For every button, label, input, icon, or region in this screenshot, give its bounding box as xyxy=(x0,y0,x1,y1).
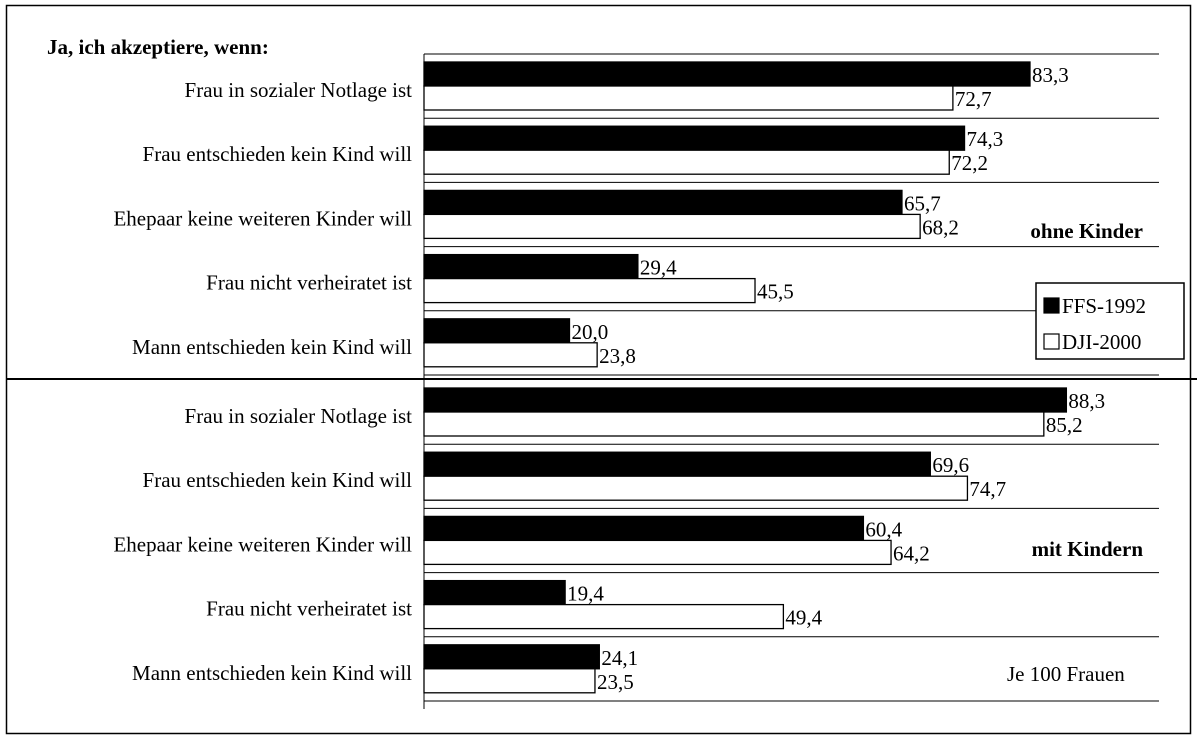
bar-dji-2000 xyxy=(423,213,921,240)
bar-ffs-1992 xyxy=(423,451,931,477)
data-label: 65,7 xyxy=(904,191,941,215)
category-label: Frau entschieden kein Kind will xyxy=(143,142,413,166)
bar-dji-2000 xyxy=(423,411,1045,437)
bar-ffs-1992 xyxy=(423,579,566,606)
data-label: 83,3 xyxy=(1032,63,1069,87)
legend-box xyxy=(1035,282,1185,360)
data-label: 72,2 xyxy=(951,151,988,175)
data-label: 29,4 xyxy=(640,256,677,280)
bar-ffs-1992 xyxy=(423,644,600,670)
group-label: ohne Kinder xyxy=(1030,219,1143,243)
legend-swatch xyxy=(1043,333,1060,350)
data-label: 64,2 xyxy=(893,541,930,565)
bar-dji-2000 xyxy=(423,539,892,566)
bar-dji-2000 xyxy=(423,149,950,175)
data-label: 45,5 xyxy=(757,280,794,304)
chart-heading: Ja, ich akzeptiere, wenn: xyxy=(47,35,269,59)
bar-dji-2000 xyxy=(423,475,969,501)
bar-ffs-1992 xyxy=(423,515,865,542)
category-label: Frau in sozialer Notlage ist xyxy=(185,78,413,102)
group-label: mit Kindern xyxy=(1032,537,1144,561)
data-label: 74,7 xyxy=(969,477,1006,501)
category-label: Frau entschieden kein Kind will xyxy=(143,468,413,492)
data-label: 19,4 xyxy=(567,582,604,606)
category-label: Frau in sozialer Notlage ist xyxy=(185,404,413,428)
data-label: 20,0 xyxy=(571,320,608,344)
bar-dji-2000 xyxy=(423,277,756,304)
data-label: 69,6 xyxy=(932,453,969,477)
category-label: Ehepaar keine weiteren Kinder will xyxy=(113,206,412,230)
bar-dji-2000 xyxy=(423,85,954,111)
category-label: Mann entschieden kein Kind will xyxy=(132,661,412,685)
data-label: 23,5 xyxy=(597,670,634,694)
data-label: 60,4 xyxy=(865,517,902,541)
bar-dji-2000 xyxy=(423,342,598,368)
data-label: 88,3 xyxy=(1068,389,1105,413)
category-label: Frau nicht verheiratet ist xyxy=(206,271,412,295)
legend-label: DJI-2000 xyxy=(1062,330,1141,354)
bar-ffs-1992 xyxy=(423,61,1031,87)
data-label: 23,8 xyxy=(599,344,636,368)
bar-dji-2000 xyxy=(423,668,596,694)
data-label: 74,3 xyxy=(967,127,1004,151)
data-label: 68,2 xyxy=(922,215,959,239)
data-label: 49,4 xyxy=(785,606,822,630)
bar-ffs-1992 xyxy=(423,253,639,280)
bar-ffs-1992 xyxy=(423,189,903,216)
bar-ffs-1992 xyxy=(423,125,966,151)
bar-dji-2000 xyxy=(423,603,785,630)
legend-label: FFS-1992 xyxy=(1062,294,1146,318)
category-label: Ehepaar keine weiteren Kinder will xyxy=(113,532,412,556)
data-label: 85,2 xyxy=(1046,413,1083,437)
category-label: Mann entschieden kein Kind will xyxy=(132,335,412,359)
bar-ffs-1992 xyxy=(423,318,571,344)
data-label: 72,7 xyxy=(955,87,992,111)
category-label: Frau nicht verheiratet ist xyxy=(206,597,412,621)
bar-ffs-1992 xyxy=(423,387,1068,413)
data-label: 24,1 xyxy=(601,646,638,670)
legend-swatch xyxy=(1043,297,1060,314)
unit-note: Je 100 Frauen xyxy=(1007,662,1125,686)
